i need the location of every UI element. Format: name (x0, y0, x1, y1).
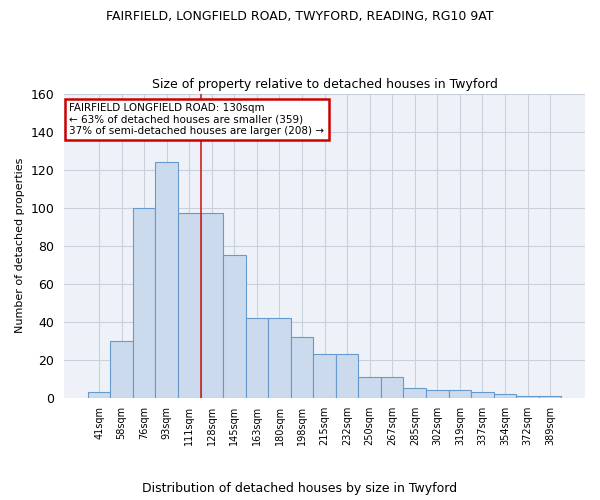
Text: FAIRFIELD, LONGFIELD ROAD, TWYFORD, READING, RG10 9AT: FAIRFIELD, LONGFIELD ROAD, TWYFORD, READ… (106, 10, 494, 23)
Y-axis label: Number of detached properties: Number of detached properties (15, 158, 25, 334)
Bar (403, 388, 426, 398)
Bar (426, 390, 449, 398)
Bar (381, 377, 403, 398)
Bar (336, 354, 358, 398)
Bar (245, 318, 268, 398)
Text: FAIRFIELD LONGFIELD ROAD: 130sqm
← 63% of detached houses are smaller (359)
37% : FAIRFIELD LONGFIELD ROAD: 130sqm ← 63% o… (70, 102, 325, 136)
Bar (223, 256, 245, 398)
Bar (200, 214, 223, 398)
Bar (313, 354, 336, 398)
Bar (358, 377, 381, 398)
Title: Size of property relative to detached houses in Twyford: Size of property relative to detached ho… (152, 78, 497, 91)
Bar (88, 392, 110, 398)
Bar (516, 396, 539, 398)
Bar (155, 162, 178, 398)
Bar (178, 214, 200, 398)
Bar (539, 396, 562, 398)
Bar (494, 394, 516, 398)
Bar (133, 208, 155, 398)
Bar (449, 390, 471, 398)
Bar (268, 318, 291, 398)
Bar (110, 341, 133, 398)
Bar (471, 392, 494, 398)
Text: Distribution of detached houses by size in Twyford: Distribution of detached houses by size … (142, 482, 458, 495)
Bar (291, 337, 313, 398)
